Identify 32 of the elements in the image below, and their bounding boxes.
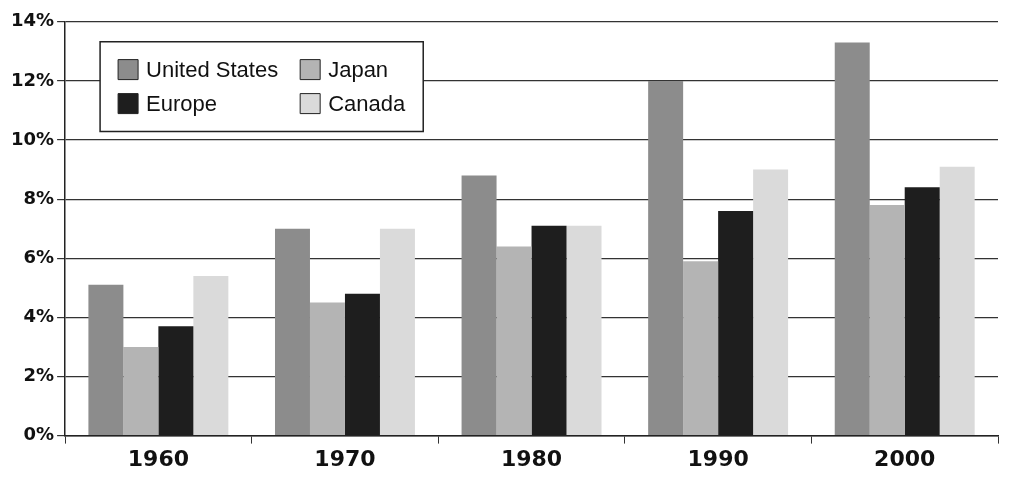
y-tick-label: 10%	[10, 127, 55, 149]
x-tick-label: 1980	[500, 445, 563, 471]
bar	[274, 228, 310, 435]
bar	[869, 205, 905, 435]
y-tick-label: 2%	[23, 364, 55, 386]
legend-label: United States	[146, 56, 279, 82]
y-tick-label: 6%	[23, 245, 55, 267]
legend-label: Japan	[328, 56, 389, 82]
y-tick-label: 0%	[23, 423, 55, 445]
bar	[309, 302, 345, 435]
bar	[648, 80, 684, 435]
bar	[461, 175, 497, 435]
x-tick-label: 2000	[874, 445, 936, 471]
bar	[88, 284, 124, 435]
legend-label: Europe	[146, 90, 218, 116]
x-tick-label: 1970	[314, 445, 376, 471]
bar	[753, 169, 789, 435]
bar	[193, 275, 229, 435]
legend-label: Canada	[328, 90, 406, 116]
y-tick-label: 14%	[10, 9, 55, 31]
y-tick-label: 12%	[10, 68, 55, 90]
bar	[834, 42, 870, 435]
y-tick-label: 8%	[23, 186, 55, 208]
x-tick-label: 1990	[687, 445, 749, 471]
y-tick-label: 4%	[23, 305, 55, 327]
bar	[123, 346, 159, 435]
bar	[939, 166, 975, 435]
bar	[379, 228, 415, 435]
bar	[566, 225, 602, 435]
bar	[683, 261, 719, 435]
bar	[496, 246, 532, 435]
x-tick-label: 1960	[127, 445, 189, 471]
